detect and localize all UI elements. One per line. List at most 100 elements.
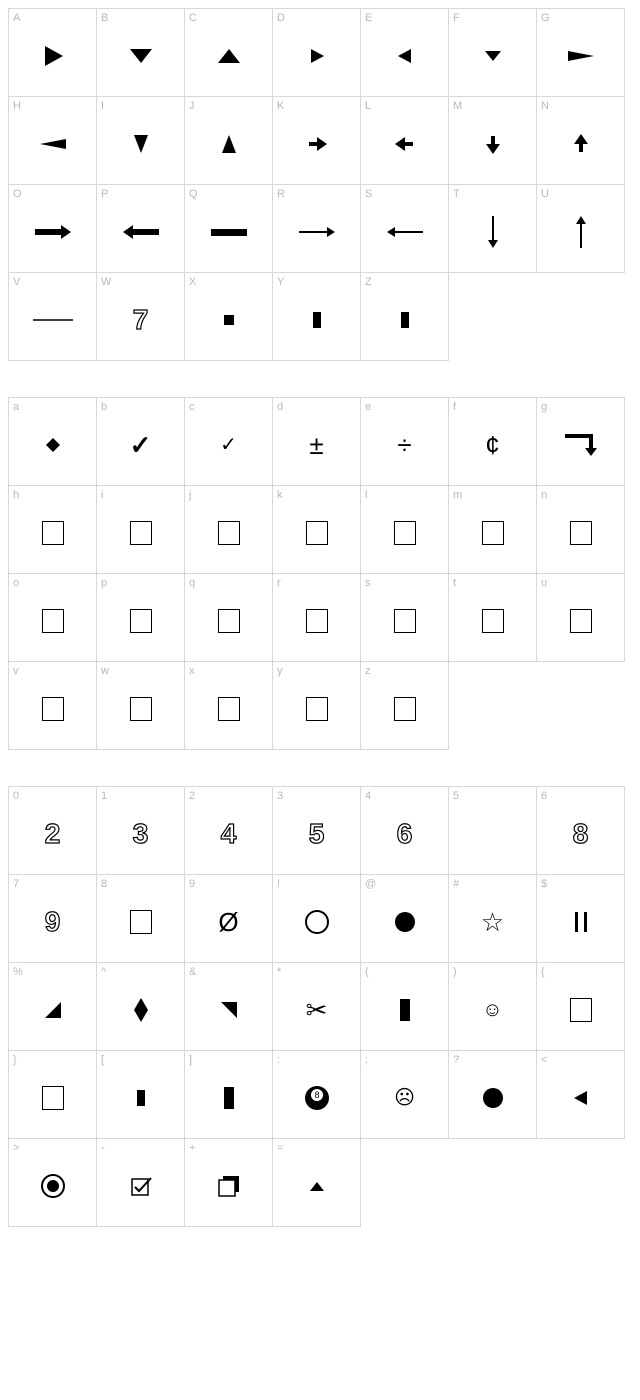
glyph-empty-box [42, 1086, 64, 1110]
glyph-empty-box [185, 574, 272, 661]
glyph-empty-box [9, 574, 96, 661]
glyph-empty-box [361, 574, 448, 661]
glyph-cell: b✓ [97, 398, 185, 486]
glyph-cell: + [185, 1139, 273, 1227]
glyph-divide: ÷ [361, 398, 448, 485]
glyph-empty-box [449, 574, 536, 661]
glyph-circle-outline [273, 875, 360, 962]
glyph-cell: G [537, 9, 625, 97]
glyph-cell: o [9, 574, 97, 662]
glyph-outline-3: 3 [97, 787, 184, 874]
glyph-cell: U [537, 185, 625, 273]
glyph-empty-box [306, 521, 328, 545]
glyph-tri-left-sm [537, 1051, 624, 1138]
glyph-cell: a [9, 398, 97, 486]
glyph-diamond-tall-fill [97, 963, 184, 1050]
glyph-empty-box [9, 662, 96, 749]
glyph-slashed-zero: Ø [218, 909, 238, 935]
glyph-empty-box [482, 609, 504, 633]
glyph-cell: 13 [97, 787, 185, 875]
glyph-cell: 24 [185, 787, 273, 875]
glyph-rect-tall-fill [97, 1051, 184, 1138]
svg-text:8: 8 [314, 1090, 319, 1100]
glyph-empty-box [185, 662, 272, 749]
glyph-empty-box [570, 609, 592, 633]
glyph-cell: K [273, 97, 361, 185]
glyph-empty-box [185, 486, 272, 573]
glyph-cell: q [185, 574, 273, 662]
glyph-thin-arrow-down [449, 185, 536, 272]
glyph-cell: 68 [537, 787, 625, 875]
glyph-cell: u [537, 574, 625, 662]
glyph-cell: p [97, 574, 185, 662]
glyph-empty-box [130, 697, 152, 721]
glyph-cell: 79 [9, 875, 97, 963]
glyph-grid: 02132435465687989Ø!@#☆$%^&*✂()☺{}[]:8;☹?… [8, 786, 625, 1227]
glyph-cell: y [273, 662, 361, 750]
glyph-cell: i [97, 486, 185, 574]
glyph-grid: ABCDEFGHIJKLMNOPQRSTUVW7XYZ [8, 8, 625, 361]
glyph-double-bar [537, 875, 624, 962]
glyph-empty-box [218, 521, 240, 545]
glyph-empty-box [570, 998, 592, 1022]
glyph-empty-box [42, 521, 64, 545]
glyph-empty-box [130, 609, 152, 633]
glyph-cell: Y [273, 273, 361, 361]
glyph-radio-dot [9, 1139, 96, 1226]
glyph-empty-box [218, 609, 240, 633]
glyph-cent: ¢ [449, 398, 536, 485]
glyph-outline-number: 7 [133, 306, 149, 334]
glyph-outline-number: 8 [573, 820, 589, 848]
glyph-cell: $ [537, 875, 625, 963]
glyph-empty-box [570, 521, 592, 545]
glyph-cell: z [361, 662, 449, 750]
glyph-check-bold: ✓ [130, 432, 152, 458]
glyph-cell: j [185, 486, 273, 574]
glyph-empty-box [97, 875, 184, 962]
glyph-check-thin: ✓ [185, 398, 272, 485]
glyph-outline-number: 3 [133, 820, 149, 848]
glyph-plus-minus: ± [273, 398, 360, 485]
glyph-empty-box [130, 910, 152, 934]
glyph-empty-box [42, 697, 64, 721]
glyph-rect-tall-fill-lg [185, 1051, 272, 1138]
glyph-empty-box [537, 963, 624, 1050]
glyph-cell: R [273, 185, 361, 273]
glyph-outline-9: 9 [9, 875, 96, 962]
glyph-cell: C [185, 9, 273, 97]
glyph-cell: 35 [273, 787, 361, 875]
glyph-cell: V [9, 273, 97, 361]
glyph-cell: B [97, 9, 185, 97]
glyph-outline-number: 9 [45, 908, 61, 936]
glyph-cell: n [537, 486, 625, 574]
glyph-turn-down-right [537, 398, 624, 485]
glyph-diamond-sm-fill [9, 398, 96, 485]
glyph-cell: > [9, 1139, 97, 1227]
glyph-cell: % [9, 963, 97, 1051]
glyph-cell: M [449, 97, 537, 185]
glyph-cell: S [361, 185, 449, 273]
glyph-arrow-block-down [449, 97, 536, 184]
glyph-empty-box [449, 486, 536, 573]
glyph-outline-2: 2 [9, 787, 96, 874]
section-digits-symbols: 02132435465687989Ø!@#☆$%^&*✂()☺{}[]:8;☹?… [8, 786, 632, 1227]
glyph-cent: ¢ [485, 432, 499, 458]
glyph-outline-7: 7 [97, 273, 184, 360]
glyph-divide: ÷ [397, 432, 411, 458]
glyph-thin-arrow-right [273, 185, 360, 272]
glyph-pennant-right [537, 9, 624, 96]
glyph-tri-down [97, 9, 184, 96]
glyph-cell: d± [273, 398, 361, 486]
glyph-empty-box [273, 574, 360, 661]
glyph-cell: L [361, 97, 449, 185]
glyph-empty-box [361, 486, 448, 573]
glyph-smile: ☺ [482, 1000, 502, 1020]
glyph-empty-box [394, 521, 416, 545]
glyph-cell: T [449, 185, 537, 273]
glyph-outline-6: 6 [361, 787, 448, 874]
glyph-cell: = [273, 1139, 361, 1227]
glyph-tri-down-narrow [97, 97, 184, 184]
glyph-empty-box [361, 662, 448, 749]
glyph-outline-number: 2 [45, 820, 61, 848]
glyph-tri-left-sm [361, 9, 448, 96]
